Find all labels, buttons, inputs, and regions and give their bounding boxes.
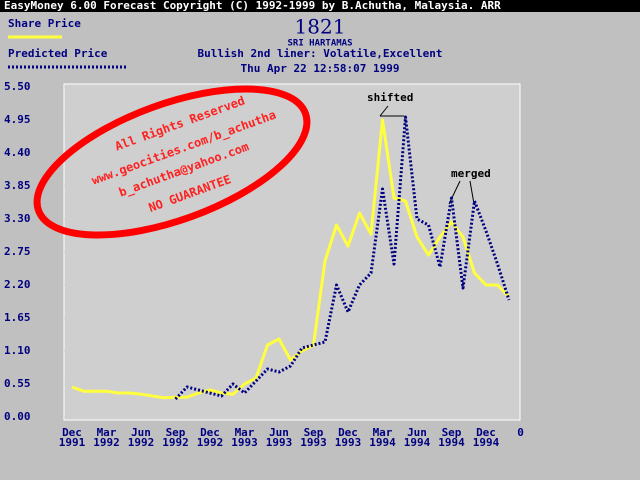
- y-tick-label: 1.10: [4, 344, 31, 357]
- y-tick-label: 4.95: [4, 113, 31, 126]
- x-tick-label: Sep: [166, 426, 186, 439]
- x-tick-year: 1993: [300, 436, 327, 449]
- title-bar: [0, 0, 640, 12]
- annotation: shifted: [367, 91, 413, 104]
- x-tick-label: Sep: [304, 426, 324, 439]
- x-tick-label: Mar: [373, 426, 393, 439]
- series-line: [71, 118, 511, 400]
- x-tick-year: 1993: [335, 436, 362, 449]
- subtitle: SRI HARTAMAS: [287, 39, 352, 49]
- y-tick-label: 2.20: [4, 278, 31, 291]
- arrow: [448, 180, 461, 205]
- arrow: [469, 180, 475, 205]
- x-tick-label: 0: [517, 426, 524, 439]
- series-line: [174, 115, 511, 401]
- x-tick-label: Jun: [407, 426, 427, 439]
- x-tick-year: 1994: [404, 436, 431, 449]
- x-tick-year: 1993: [231, 436, 258, 449]
- y-tick-label: 0.00: [4, 410, 31, 423]
- x-tick-year: 1992: [93, 436, 120, 449]
- y-tick-label: 3.30: [4, 212, 31, 225]
- x-tick-label: Dec: [62, 426, 82, 439]
- x-tick-year: 1991: [59, 436, 86, 449]
- chart-title: 1821: [295, 15, 346, 39]
- x-tick-label: Dec: [338, 426, 358, 439]
- description: Bullish 2nd liner: Volatile,Excellent: [197, 47, 442, 60]
- y-tick-label: 1.65: [4, 311, 31, 324]
- x-tick-label: Sep: [442, 426, 462, 439]
- x-tick-year: 1992: [197, 436, 224, 449]
- legend-label: Predicted Price: [8, 47, 108, 60]
- y-tick-label: 2.75: [4, 245, 31, 258]
- x-tick-label: Mar: [97, 426, 117, 439]
- y-tick-label: 4.40: [4, 146, 31, 159]
- x-tick-year: 1993: [266, 436, 293, 449]
- y-tick-label: 3.85: [4, 179, 31, 192]
- y-tick-label: 0.55: [4, 377, 31, 390]
- arrow: [379, 105, 389, 117]
- window-title: EasyMoney 6.00 Forecast Copyright (C) 19…: [4, 0, 501, 12]
- annotation: merged: [451, 167, 491, 180]
- x-tick-label: Dec: [476, 426, 496, 439]
- watermark-ellipse: [33, 85, 311, 239]
- y-tick-label: 5.50: [4, 80, 31, 93]
- x-tick-year: 1992: [162, 436, 189, 449]
- x-tick-label: Jun: [131, 426, 151, 439]
- legend-label: Share Price: [8, 17, 81, 30]
- x-tick-label: Jun: [269, 426, 289, 439]
- x-tick-year: 1994: [438, 436, 465, 449]
- x-tick-year: 1994: [473, 436, 500, 449]
- x-tick-label: Dec: [200, 426, 220, 439]
- x-tick-year: 1992: [128, 436, 155, 449]
- annotation-arrows: [379, 105, 475, 205]
- x-tick-year: 1994: [369, 436, 396, 449]
- x-tick-label: Mar: [235, 426, 255, 439]
- timestamp: Thu Apr 22 12:58:07 1999: [241, 62, 400, 75]
